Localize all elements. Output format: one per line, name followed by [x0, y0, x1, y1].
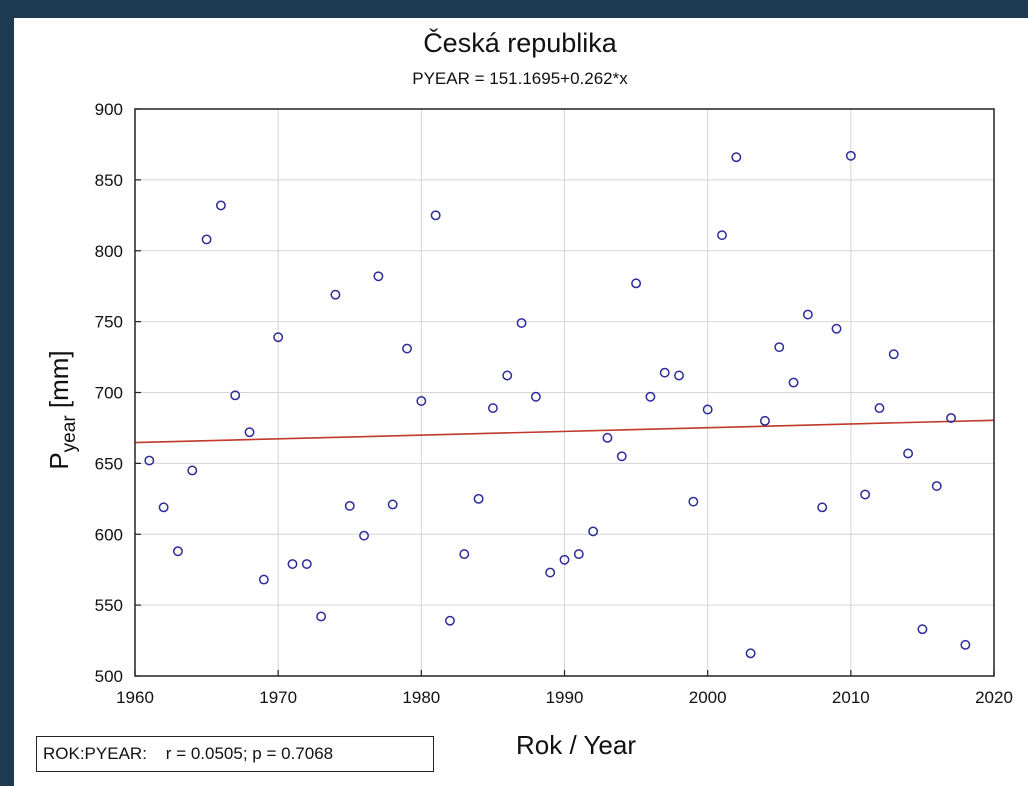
data-point [774, 342, 785, 353]
data-point [144, 455, 155, 466]
regression-line-group [134, 419, 995, 444]
data-point [173, 546, 183, 557]
data-point [215, 200, 226, 211]
data-point [301, 559, 312, 569]
data-point [817, 502, 828, 513]
data-point [244, 427, 255, 438]
data-point [759, 415, 770, 426]
data-point [402, 343, 412, 354]
data-point [674, 370, 684, 381]
data-point [445, 615, 455, 626]
data-point [201, 234, 212, 245]
y-tick-label: 800 [95, 242, 123, 261]
data-point [230, 390, 241, 401]
data-point [430, 210, 441, 221]
data-point [545, 567, 556, 578]
x-tick-label: 2000 [689, 688, 727, 707]
data-point [502, 370, 513, 381]
regression-line [134, 419, 995, 444]
data-point [931, 481, 942, 492]
data-point [802, 309, 813, 320]
x-tick-label: 1960 [116, 688, 154, 707]
data-points [144, 150, 971, 659]
data-point [330, 289, 341, 300]
data-point [516, 318, 527, 328]
data-point [717, 230, 727, 241]
y-tick-label: 650 [95, 454, 123, 473]
y-axis-title-unit: [mm] [44, 350, 74, 415]
data-point [860, 489, 871, 500]
x-tick-label: 2010 [832, 688, 870, 707]
data-point [917, 624, 928, 635]
y-axis-title: Pyear [mm] [44, 350, 80, 469]
chart-title: Česká republika [423, 27, 618, 58]
x-tick-label: 1980 [402, 688, 440, 707]
data-point [659, 367, 670, 378]
data-point [702, 404, 713, 415]
data-point [459, 549, 470, 560]
y-tick-label: 600 [95, 525, 123, 544]
data-point [344, 500, 355, 511]
y-axis-title-subscript: year [59, 415, 80, 453]
data-point [745, 648, 756, 659]
data-point [158, 502, 169, 513]
data-point [187, 465, 198, 476]
data-point [287, 559, 298, 569]
x-tick-label: 1970 [259, 688, 297, 707]
data-point [845, 150, 856, 161]
grid [134, 108, 995, 677]
data-point [946, 413, 956, 423]
chart-frame: Česká republika PYEAR = 151.1695+0.262*x… [14, 18, 1028, 786]
y-tick-label: 750 [95, 313, 123, 332]
data-point [359, 530, 370, 541]
y-tick-label: 900 [95, 100, 123, 119]
data-point [788, 377, 799, 388]
tick-labels: 1960 1970 1980 1990 2000 2010 2020 500 550 600 650… [95, 100, 1013, 707]
scatter-chart: Česká republika PYEAR = 151.1695+0.262*x… [44, 27, 1013, 760]
data-point [688, 496, 699, 507]
data-point [473, 493, 484, 504]
x-tick-label: 2020 [975, 688, 1013, 707]
data-point [616, 451, 627, 462]
x-axis-title: Rok / Year [516, 730, 636, 760]
stats-box: ROK:PYEAR: r = 0.0505; p = 0.7068 [36, 736, 434, 772]
data-point [831, 323, 842, 334]
data-point [645, 391, 656, 402]
data-point [888, 349, 899, 360]
data-point [559, 554, 570, 565]
data-point [387, 499, 398, 510]
y-tick-label: 500 [95, 667, 123, 686]
data-point [487, 403, 498, 414]
y-tick-label: 700 [95, 384, 123, 403]
data-point [960, 639, 971, 650]
data-point [373, 271, 384, 282]
data-point [731, 152, 742, 163]
chart-subtitle: PYEAR = 151.1695+0.262*x [412, 69, 628, 88]
plot-border [134, 108, 995, 677]
x-tick-label: 1990 [546, 688, 584, 707]
y-tick-label: 550 [95, 596, 123, 615]
data-point [874, 403, 885, 414]
data-point [573, 549, 584, 560]
data-point [588, 526, 599, 537]
data-point [258, 574, 269, 585]
data-point [316, 611, 327, 622]
data-point [273, 332, 284, 343]
y-axis-title-main: P [44, 452, 74, 469]
data-point [530, 391, 541, 402]
data-point [631, 278, 642, 289]
y-tick-label: 850 [95, 171, 123, 190]
data-point [903, 448, 914, 459]
data-point [416, 396, 427, 406]
data-point [602, 432, 613, 443]
